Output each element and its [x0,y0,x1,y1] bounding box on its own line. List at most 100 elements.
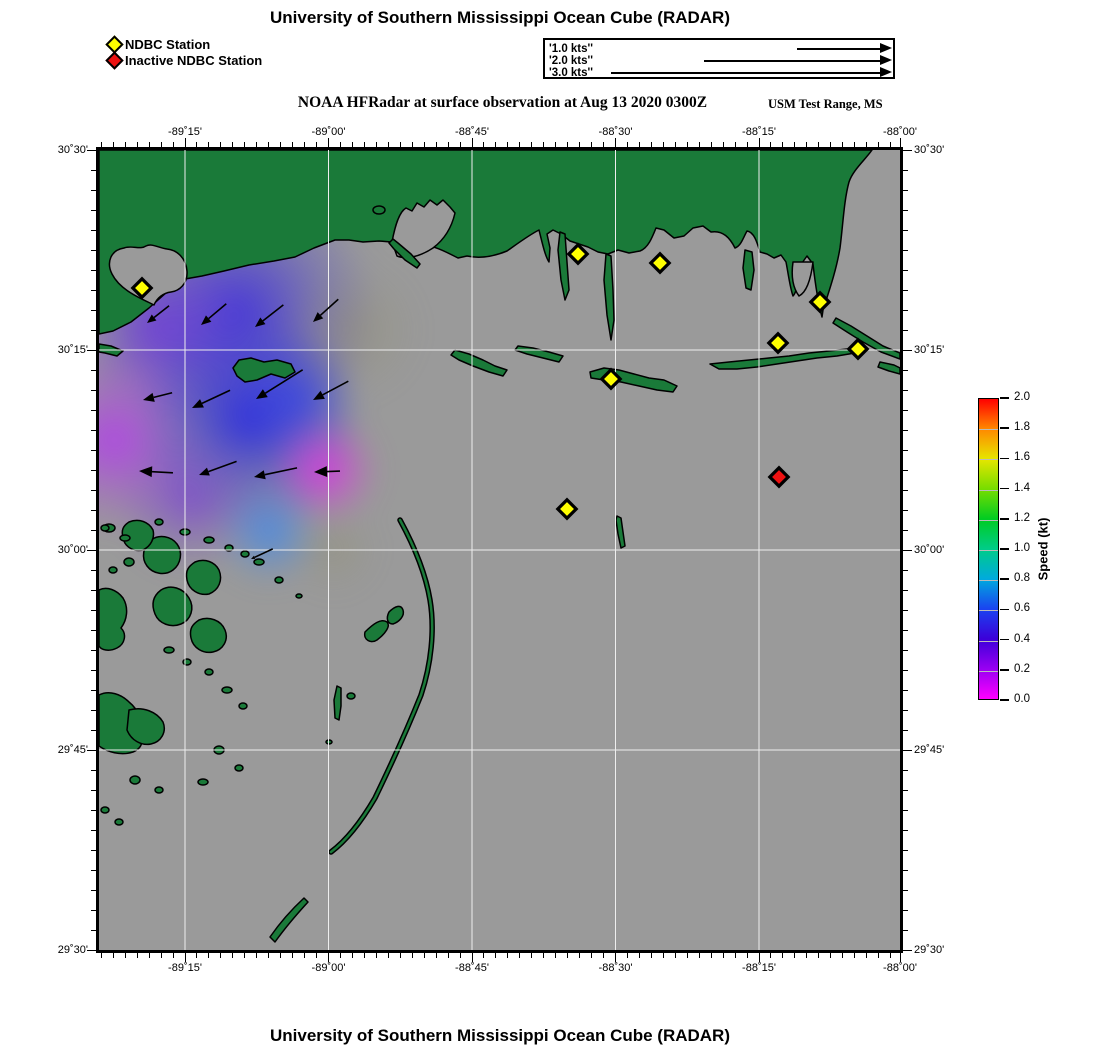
scale-entry-label: '2.0 kts'' [549,55,594,67]
axis-tick [903,209,908,211]
axis-tick [91,269,96,271]
axis-tick [794,142,796,147]
axis-tick [579,142,581,147]
marsh-islet [119,534,131,542]
axis-tick [698,953,700,958]
axis-tick [782,142,784,147]
barrier-island [514,345,564,363]
axis-tick [328,953,329,962]
coastal-spit [388,238,421,269]
current-vector-tail [151,470,173,474]
axis-tick [603,953,605,958]
lon-label-bottom: -88˚30' [598,962,633,974]
colorbar-tick-label: 2.0 [1014,391,1030,403]
axis-tick [447,953,449,958]
axis-tick [710,142,712,147]
map-graphics [99,150,900,950]
colorbar-tick-label: 0.6 [1014,602,1030,615]
marsh-island [126,708,165,746]
axis-tick [903,409,908,411]
axis-tick [148,953,150,958]
axis-tick [375,142,377,147]
axis-tick [91,409,96,411]
axis-tick [903,889,908,891]
axis-tick [903,609,908,611]
legend-label: Inactive NDBC Station [125,53,263,68]
axis-tick [890,953,892,958]
axis-tick [903,349,912,351]
axis-tick [136,142,138,147]
current-vector-tail [208,303,227,320]
axis-tick [91,209,96,211]
axis-tick [903,709,908,711]
axis-tick [903,829,908,831]
current-vector-head [256,389,268,399]
region-label: USM Test Range, MS [768,97,883,111]
axis-tick [91,729,96,731]
colorbar-level-line [979,429,998,431]
axis-tick [758,138,760,147]
axis-tick [91,589,96,591]
colorbar-tick [1000,578,1009,580]
arc-islet [269,897,309,943]
axis-tick [112,142,114,147]
axis-tick [172,142,174,147]
axis-tick [650,953,652,958]
colorbar-tick [1000,397,1009,399]
colorbar-tick-label: 1.0 [1014,542,1030,554]
axis-tick [555,953,557,958]
arc-islet [333,685,342,721]
axis-tick [304,953,306,958]
colorbar-tick-label: 0.2 [1014,662,1030,675]
axis-tick [220,953,222,958]
inactive-ndbc-station-marker [767,465,791,489]
colorbar-tick-label: 0.0 [1014,693,1030,705]
current-vector-tail [201,389,231,405]
axis-tick [899,138,901,147]
colorbar-level-line [979,640,998,642]
axis-tick [903,529,908,531]
speed-field-blob [281,260,421,400]
axis-tick [495,142,497,147]
axis-tick [770,142,772,147]
bay-islet [372,205,386,215]
barrier-island [709,347,859,370]
axis-tick [87,349,96,351]
axis-tick [674,953,676,958]
axis-tick [734,953,736,958]
marsh-islet [346,692,356,700]
colorbar-level-line [979,550,998,551]
axis-tick [903,389,908,391]
lat-label-left: 30˚30' [57,144,88,156]
axis-tick [591,953,593,958]
current-vector-head [139,466,153,478]
axis-tick [866,142,868,147]
lat-label-left: 29˚30' [57,944,88,956]
axis-tick [411,142,413,147]
current-vector-tail [153,305,170,319]
colorbar-level-line [979,519,998,521]
colorbar-tick [1000,669,1009,671]
axis-tick [435,142,437,147]
axis-tick [304,142,306,147]
marsh-islet [129,775,141,785]
ndbc-station-marker [599,367,623,391]
axis-tick [794,953,796,958]
axis-tick [854,953,856,958]
axis-tick [91,529,96,531]
marsh-islet [114,818,124,826]
axis-tick [899,953,901,962]
axis-tick [351,953,353,958]
axis-tick [91,509,96,511]
colorbar-tick [1000,638,1009,641]
barrier-island [232,357,296,383]
axis-tick [903,729,908,731]
axis-tick [698,142,700,147]
colorbar-level-line [979,459,998,461]
axis-tick [435,953,437,958]
ndbc-station-marker [648,251,672,275]
axis-tick [903,549,912,551]
axis-tick [903,189,908,191]
axis-tick [507,142,509,147]
axis-tick [722,142,724,147]
